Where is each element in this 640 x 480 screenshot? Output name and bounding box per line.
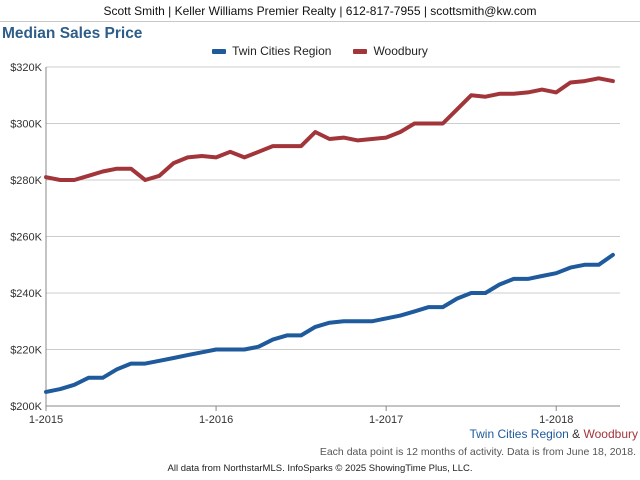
- y-tick-label-5: $300K: [10, 119, 42, 131]
- legend-item-twin-cities[interactable]: Twin Cities Region: [212, 44, 331, 58]
- axis-layer: $200K $220K $240K $260K $280K $300K $320K 1-201…: [10, 62, 573, 426]
- chart-legend: Twin Cities Region Woodbury: [0, 44, 640, 58]
- x-tick-label-0: 1-2015: [29, 414, 63, 426]
- y-tick-label-1: $220K: [10, 345, 42, 357]
- y-tick-label-3: $260K: [10, 232, 42, 244]
- y-tick-label-2: $240K: [10, 288, 42, 300]
- y-tick-label-0: $200K: [10, 401, 42, 413]
- y-tick-label-4: $280K: [10, 175, 42, 187]
- series-footer-amp: &: [572, 427, 581, 441]
- legend-swatch-twin-cities: [212, 48, 227, 54]
- series-line-woodbury: [44, 76, 615, 182]
- series-layer: [44, 76, 615, 394]
- series-footer-woodbury: Woodbury: [583, 427, 638, 441]
- grid-layer: [46, 66, 620, 407]
- x-tick-label-2: 1-2017: [369, 414, 403, 426]
- x-tick-label-3: 1-2018: [539, 414, 573, 426]
- series-line-twin-cities-region: [44, 252, 615, 394]
- contact-header: Scott Smith | Keller Williams Premier Re…: [0, 0, 640, 22]
- chart-title: Median Sales Price: [2, 25, 143, 42]
- legend-swatch-woodbury: [353, 48, 368, 54]
- legend-label-woodbury: Woodbury: [373, 44, 428, 58]
- page-footer: All data from NorthstarMLS. InfoSparks ©…: [167, 463, 473, 474]
- legend-label-twin-cities: Twin Cities Region: [232, 44, 332, 58]
- x-tick-label-1: 1-2016: [199, 414, 233, 426]
- series-footer: Twin Cities Region & Woodbury: [469, 427, 638, 441]
- y-tick-label-6: $320K: [10, 62, 42, 74]
- series-footer-twin-cities: Twin Cities Region: [469, 427, 569, 441]
- legend-item-woodbury[interactable]: Woodbury: [353, 44, 428, 58]
- data-note: Each data point is 12 months of activity…: [319, 446, 636, 458]
- contact-text: Scott Smith | Keller Williams Premier Re…: [103, 3, 537, 18]
